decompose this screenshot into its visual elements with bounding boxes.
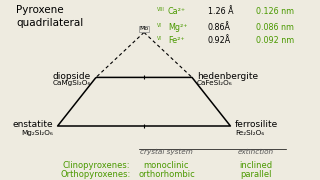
Text: extinction: extinction	[238, 148, 274, 154]
Text: 0.126 nm: 0.126 nm	[256, 7, 294, 16]
Text: VI: VI	[157, 23, 162, 28]
Text: Fe²⁺: Fe²⁺	[168, 36, 185, 45]
Text: Mg²⁺: Mg²⁺	[168, 23, 188, 32]
Text: CaFeSi₂O₆: CaFeSi₂O₆	[197, 80, 233, 86]
Text: Orthopyroxenes:: Orthopyroxenes:	[61, 170, 131, 179]
Text: crystal system: crystal system	[140, 148, 193, 155]
Text: hedenbergite: hedenbergite	[197, 72, 258, 81]
Text: Mg₂Si₂O₆: Mg₂Si₂O₆	[21, 130, 53, 136]
Text: Pyroxene
quadrilateral: Pyroxene quadrilateral	[16, 5, 83, 28]
Text: VIII: VIII	[157, 7, 165, 12]
Text: enstatite: enstatite	[12, 120, 53, 129]
Text: 0.86Å: 0.86Å	[208, 23, 231, 32]
Text: CaMgSi₂O₆: CaMgSi₂O₆	[53, 80, 91, 86]
Text: parallel: parallel	[240, 170, 272, 179]
Text: Clinopyroxenes:: Clinopyroxenes:	[62, 161, 130, 170]
Text: VI: VI	[157, 36, 162, 41]
Text: monoclinic: monoclinic	[144, 161, 189, 170]
Text: diopside: diopside	[53, 72, 91, 81]
Text: 0.92Å: 0.92Å	[208, 36, 231, 45]
Text: 1.26 Å: 1.26 Å	[208, 7, 234, 16]
Text: Ca²⁺: Ca²⁺	[168, 7, 186, 16]
Text: ferrosilite: ferrosilite	[235, 120, 278, 129]
Text: 0.092 nm: 0.092 nm	[256, 36, 294, 45]
Text: Fe₂Si₂O₆: Fe₂Si₂O₆	[235, 130, 264, 136]
Text: 0.086 nm: 0.086 nm	[256, 23, 294, 32]
Text: orthorhombic: orthorhombic	[138, 170, 195, 179]
Text: Mo: Mo	[140, 26, 148, 31]
Text: inclined: inclined	[239, 161, 273, 170]
